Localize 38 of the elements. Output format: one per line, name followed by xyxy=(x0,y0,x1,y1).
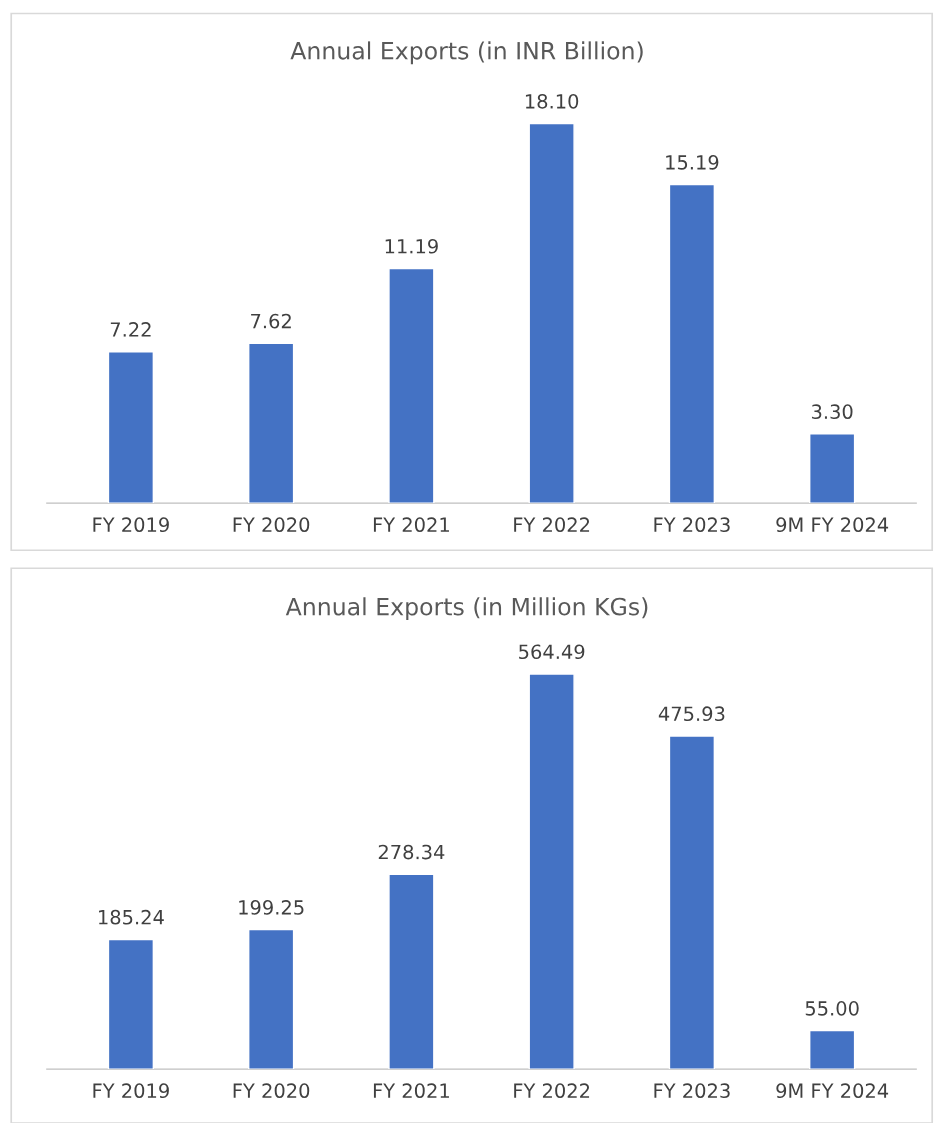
x-tick-label: 9M FY 2024 xyxy=(776,517,889,533)
x-tick-label: FY 2020 xyxy=(233,1083,310,1099)
bar xyxy=(248,342,295,504)
x-tick-label: FY 2022 xyxy=(514,1083,590,1099)
data-label: 278.34 xyxy=(378,844,445,860)
data-label: 11.19 xyxy=(385,238,438,254)
data-label: 7.62 xyxy=(251,313,291,329)
bar xyxy=(668,735,716,1070)
data-label: 185.24 xyxy=(99,909,164,925)
bar xyxy=(248,928,295,1070)
data-label: 55.00 xyxy=(805,1001,859,1016)
bar xyxy=(809,433,856,504)
data-label: 3.30 xyxy=(811,404,853,420)
x-tick-label: FY 2021 xyxy=(373,517,449,533)
x-tick-label: FY 2019 xyxy=(93,1083,169,1099)
bar xyxy=(388,873,435,1070)
bar xyxy=(528,673,575,1070)
data-label: 475.93 xyxy=(658,706,725,722)
data-label: 15.19 xyxy=(666,155,719,170)
chart-title: Annual Exports (in Million KGs) xyxy=(285,597,648,621)
x-tick-label: FY 2022 xyxy=(514,517,590,533)
bar xyxy=(388,267,435,504)
x-tick-label: FY 2020 xyxy=(233,517,310,533)
chart-title: Annual Exports (in INR Billion) xyxy=(290,41,643,65)
data-label: 564.49 xyxy=(519,644,585,660)
bar xyxy=(668,183,716,504)
x-tick-label: FY 2019 xyxy=(93,517,169,533)
data-label: 199.25 xyxy=(239,900,304,915)
x-tick-label: FY 2021 xyxy=(373,1083,449,1099)
bar xyxy=(809,1029,856,1070)
bar xyxy=(107,351,155,504)
x-tick-label: FY 2023 xyxy=(654,1083,730,1099)
x-tick-label: FY 2023 xyxy=(654,517,730,533)
data-label: 7.22 xyxy=(110,322,151,337)
bar xyxy=(528,122,575,504)
data-label: 18.10 xyxy=(525,93,579,109)
bar xyxy=(107,938,155,1070)
x-tick-label: 9M FY 2024 xyxy=(776,1083,889,1099)
